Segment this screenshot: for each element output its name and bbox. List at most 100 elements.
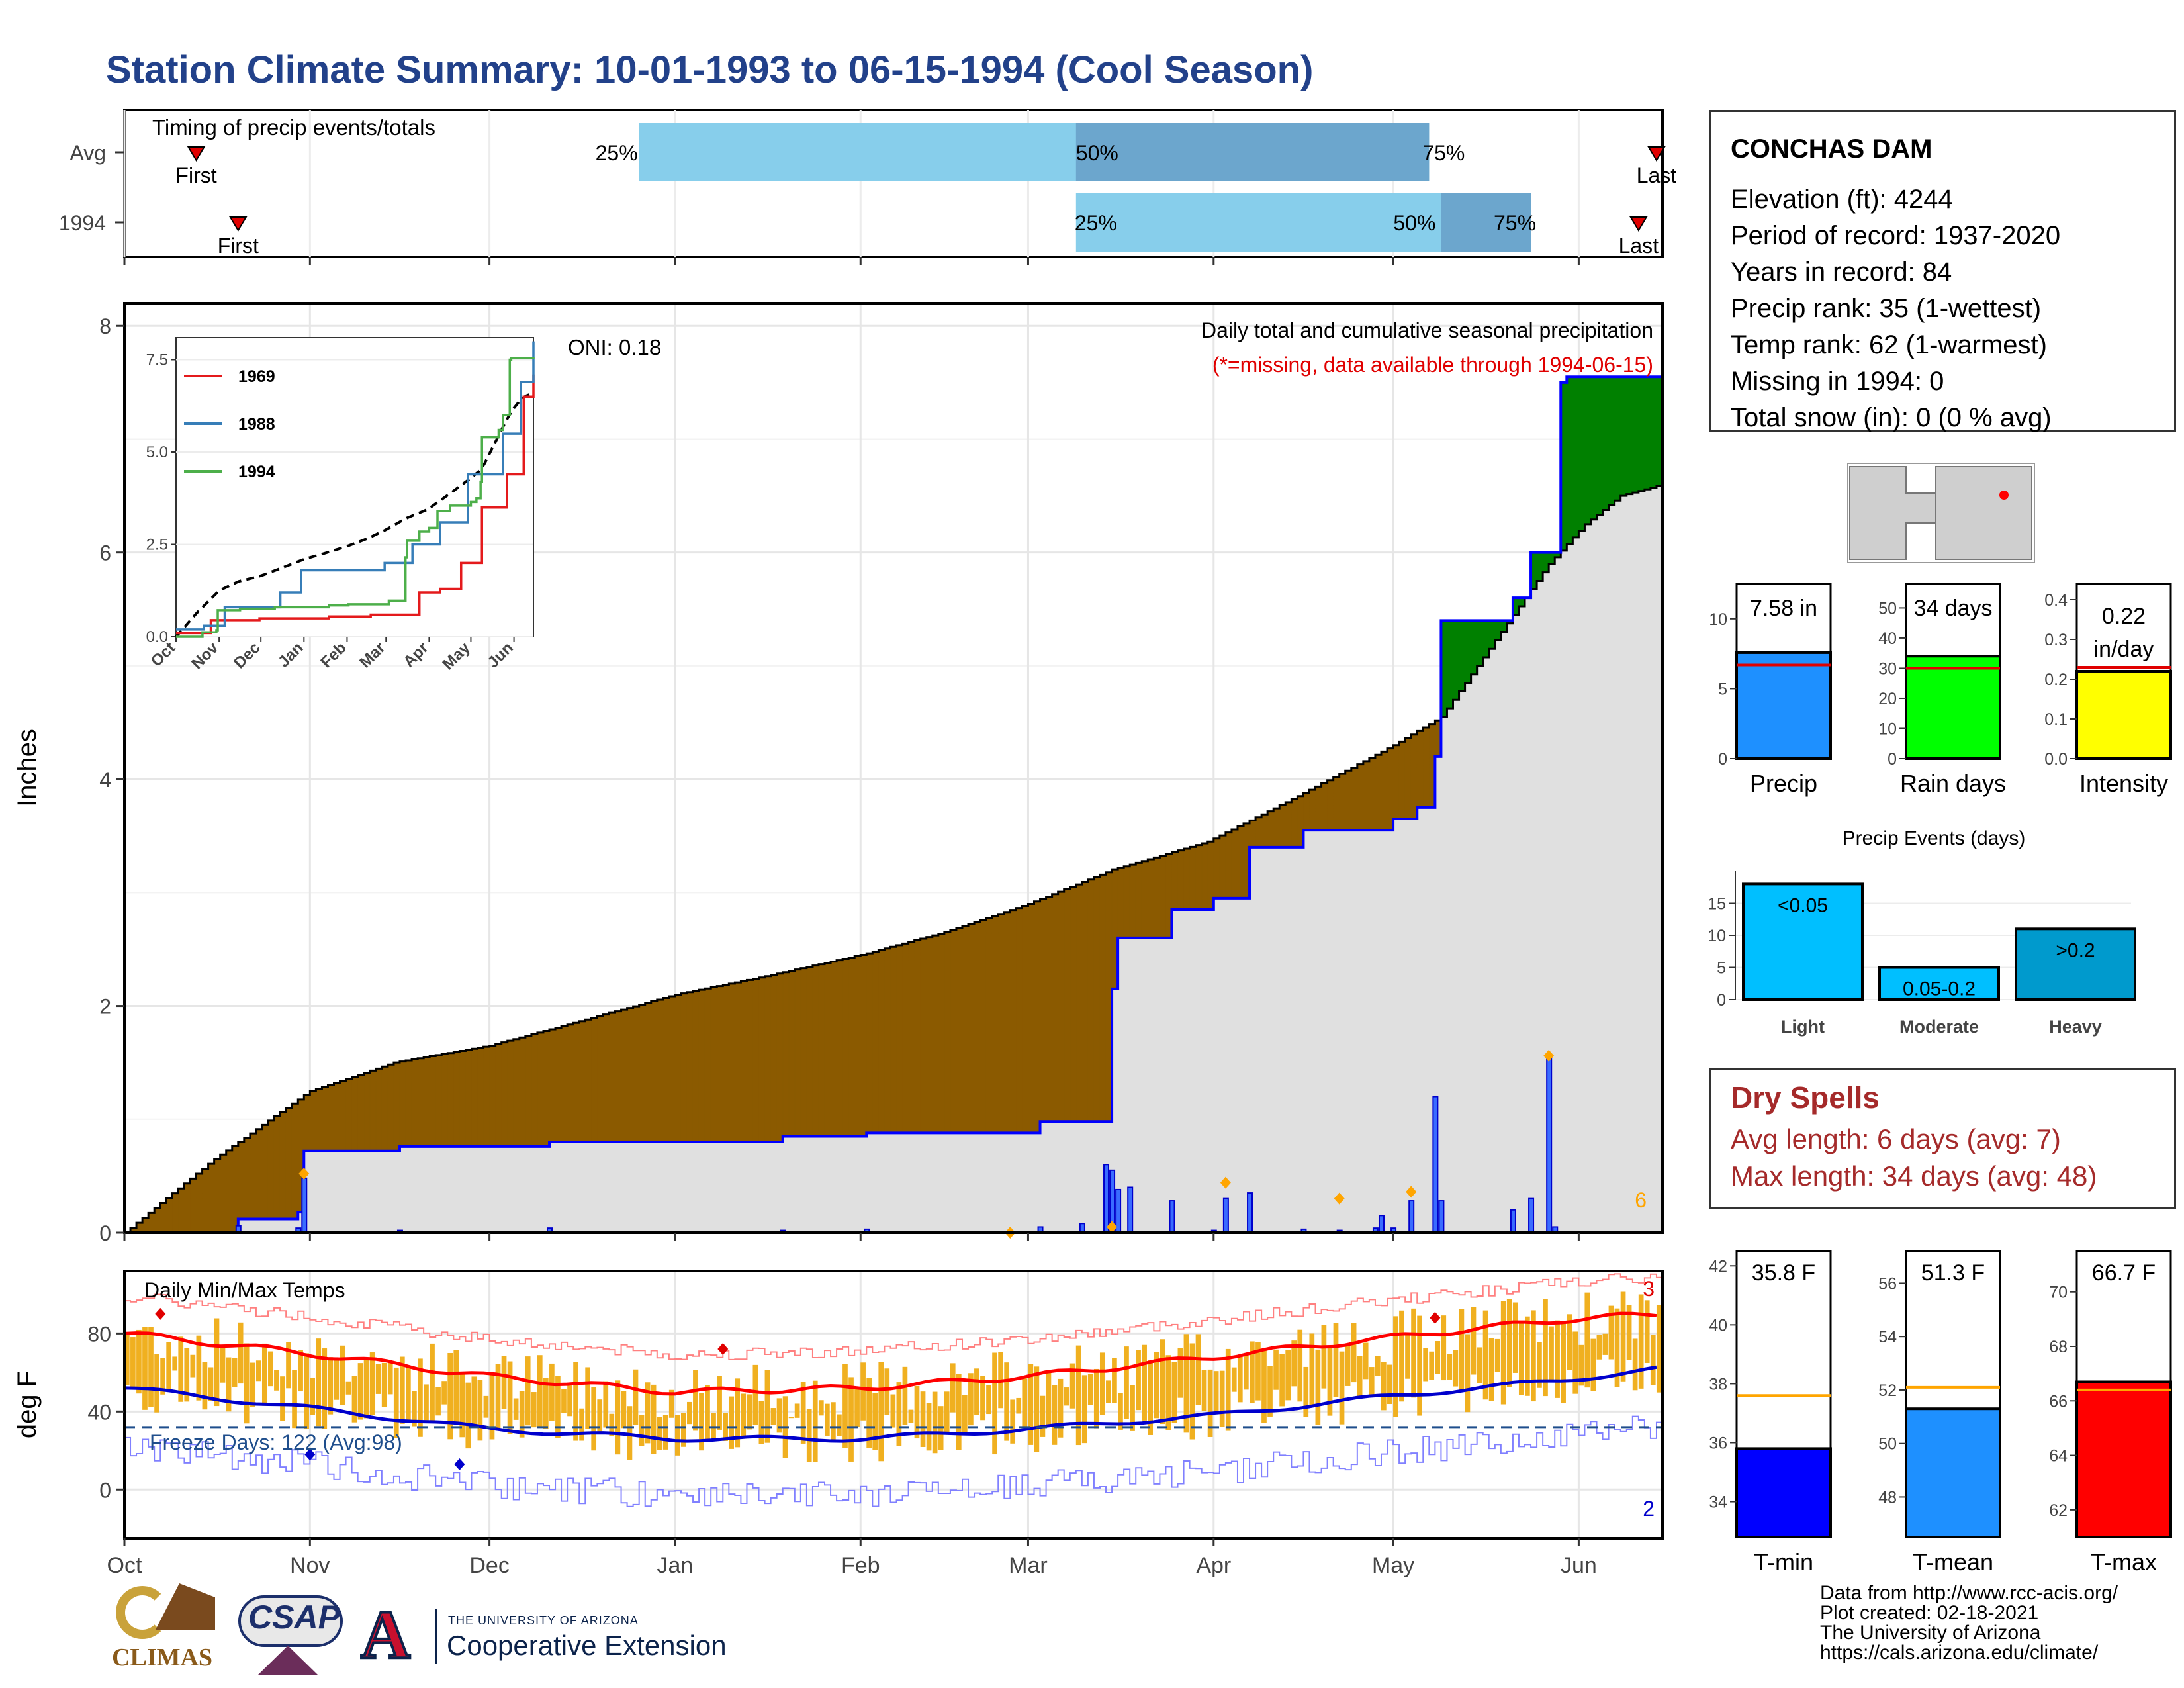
daily-temp-bar: [645, 1382, 651, 1444]
daily-temp-bar: [1555, 1320, 1560, 1398]
daily-temp-bar: [1506, 1299, 1512, 1387]
daily-temp-bar: [1213, 1371, 1219, 1414]
daily-temp-bar: [770, 1408, 776, 1425]
summary-value-unit: in/day: [2094, 637, 2154, 662]
daily-temp-bar: [1321, 1325, 1327, 1389]
summary-y-tick-label: 10: [1878, 720, 1897, 738]
daily-temp-bar: [1219, 1370, 1225, 1427]
daily-precip-bar: [301, 1177, 308, 1233]
record-day-marker: [1406, 1186, 1417, 1198]
temp-y-axis-label: deg F: [13, 1371, 42, 1438]
station-temp-rank: Temp rank: 62 (1-warmest): [1731, 330, 2047, 359]
daily-temp-bar: [1004, 1362, 1009, 1441]
daily-temp-bar: [424, 1384, 429, 1421]
daily-temp-bar: [261, 1343, 267, 1406]
daily-temp-bar: [567, 1385, 572, 1417]
daily-temp-bar: [1620, 1291, 1626, 1382]
daily-temp-bar: [956, 1374, 962, 1450]
daily-temp-bar: [244, 1343, 250, 1424]
daily-temp-bar: [579, 1408, 584, 1441]
daily-temp-bar: [465, 1382, 471, 1449]
daily-temp-bar: [1148, 1360, 1154, 1435]
daily-temp-bar: [1075, 1345, 1081, 1446]
inset-avg-line: [175, 393, 531, 638]
temp-bar-y-tick-label: 70: [2049, 1284, 2068, 1302]
temp-bar-y-tick-label: 50: [1878, 1435, 1897, 1454]
station-name: CONCHAS DAM: [1731, 134, 1933, 164]
month-tick-label: May: [1372, 1553, 1414, 1578]
timing-bar-inner: [1441, 193, 1531, 252]
summary-y-tick-label: 30: [1878, 659, 1897, 678]
daily-temp-bar: [238, 1322, 244, 1384]
daily-temp-bar: [1195, 1334, 1201, 1405]
daily-temp-bar: [693, 1370, 698, 1431]
daily-temp-bar: [1231, 1367, 1237, 1392]
dry-spells-avg: Avg length: 6 days (avg: 7): [1731, 1123, 2061, 1154]
daily-temp-bar: [687, 1401, 692, 1425]
events-bar: [1742, 882, 1864, 1002]
timing-p25-label: 25%: [596, 141, 638, 165]
summary-bar: [2075, 670, 2172, 760]
temp-record-marker: [454, 1458, 465, 1470]
events-y-tick-label: 10: [1707, 927, 1726, 945]
daily-temp-bar: [549, 1363, 555, 1421]
month-tick-label: Feb: [841, 1553, 880, 1578]
daily-temp-bar: [1261, 1350, 1267, 1423]
daily-temp-bar: [1644, 1300, 1650, 1364]
daily-temp-bar: [1441, 1315, 1447, 1381]
daily-temp-bar: [1010, 1399, 1016, 1444]
daily-temp-bar: [1237, 1355, 1243, 1403]
daily-temp-bar: [1429, 1351, 1435, 1380]
record-low-count: 2: [1643, 1497, 1655, 1521]
daily-temp-bar: [1584, 1292, 1590, 1388]
daily-temp-bar: [1381, 1362, 1387, 1411]
summary-value-label: 0.22: [2102, 604, 2146, 629]
daily-temp-bar: [1279, 1354, 1285, 1407]
daily-temp-bar: [471, 1376, 477, 1425]
daily-temp-bar: [1650, 1335, 1656, 1385]
csap-wordmark: CSAP: [248, 1599, 340, 1636]
daily-temp-bar: [573, 1362, 578, 1441]
daily-temp-bar: [1250, 1341, 1255, 1404]
daily-temp-bar: [1106, 1380, 1111, 1403]
daily-temp-bar: [884, 1368, 890, 1415]
daily-temp-bar: [729, 1396, 735, 1449]
first-event-label: First: [175, 164, 216, 187]
daily-temp-bar: [232, 1358, 238, 1387]
daily-temp-bar: [1154, 1352, 1160, 1419]
summary-bar-label: Intensity: [2079, 770, 2168, 797]
daily-temp-bar: [1022, 1378, 1028, 1428]
daily-temp-bar: [1602, 1333, 1608, 1355]
daily-temp-bar: [430, 1343, 435, 1422]
freeze-days-label: Freeze Days: 122 (Avg:98): [150, 1430, 402, 1454]
daily-temp-bar: [178, 1336, 184, 1402]
daily-temp-bar: [1578, 1344, 1584, 1386]
daily-temp-bar: [1087, 1374, 1093, 1405]
daily-temp-bar: [1028, 1364, 1034, 1445]
daily-temp-bar: [1518, 1323, 1524, 1395]
events-bar-tag: <0.05: [1778, 894, 1828, 916]
daily-temp-bar: [172, 1356, 178, 1371]
daily-temp-bar: [435, 1387, 441, 1416]
daily-temp-bar: [705, 1385, 710, 1442]
daily-temp-bar: [340, 1345, 345, 1405]
daily-temp-bar: [1567, 1314, 1572, 1370]
temp-y-tick-label: 80: [87, 1322, 111, 1346]
summary-y-tick-label: 50: [1878, 599, 1897, 618]
station-precip-rank: Precip rank: 35 (1-wettest): [1731, 294, 2042, 323]
daily-temp-bar: [1267, 1366, 1273, 1417]
main-y-tick-label: 0: [99, 1221, 111, 1245]
daily-temp-bar: [1596, 1335, 1602, 1360]
climas-sun-icon: [116, 1586, 169, 1639]
daily-temp-bar: [495, 1364, 501, 1430]
daily-temp-bar: [184, 1348, 190, 1402]
oni-label: ONI: 0.18: [568, 335, 661, 359]
temp-bar-value: 66.7 F: [2092, 1260, 2156, 1286]
daily-temp-bar: [1225, 1348, 1231, 1431]
first-event-marker: [229, 216, 248, 232]
station-info-box: CONCHAS DAM Elevation (ft): 4244 Period …: [1709, 110, 2176, 432]
daily-temp-bar: [837, 1414, 842, 1436]
inset-legend-label: 1994: [238, 463, 275, 481]
daily-precip-bar: [1169, 1200, 1175, 1234]
daily-temp-bar: [938, 1406, 944, 1450]
